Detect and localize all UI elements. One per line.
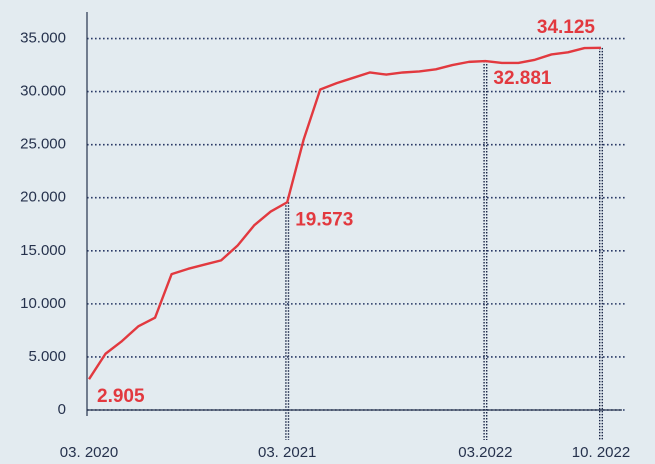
y-tick-label: 20.000 xyxy=(20,189,66,206)
y-tick-label: 35.000 xyxy=(20,30,66,47)
line xyxy=(87,46,602,380)
y-tick-label: 5.000 xyxy=(28,348,66,365)
value-label: 2.905 xyxy=(97,386,145,407)
x-tick-label: 03. 2020 xyxy=(60,444,118,461)
value-label: 19.573 xyxy=(295,209,353,230)
y-tick-label: 10.000 xyxy=(20,295,66,312)
value-label: 34.125 xyxy=(537,17,596,38)
x-tick-label: 03.2022 xyxy=(458,444,512,461)
y-tick-label: 15.000 xyxy=(20,242,66,259)
y-tick-label: 25.000 xyxy=(20,136,66,153)
value-label: 32.881 xyxy=(493,68,552,89)
y-tick-label: 30.000 xyxy=(20,83,66,100)
y-tick-label: 0 xyxy=(58,401,66,418)
x-tick-label: 10. 2022 xyxy=(572,444,630,461)
x-tick-label: 03. 2021 xyxy=(258,444,316,461)
